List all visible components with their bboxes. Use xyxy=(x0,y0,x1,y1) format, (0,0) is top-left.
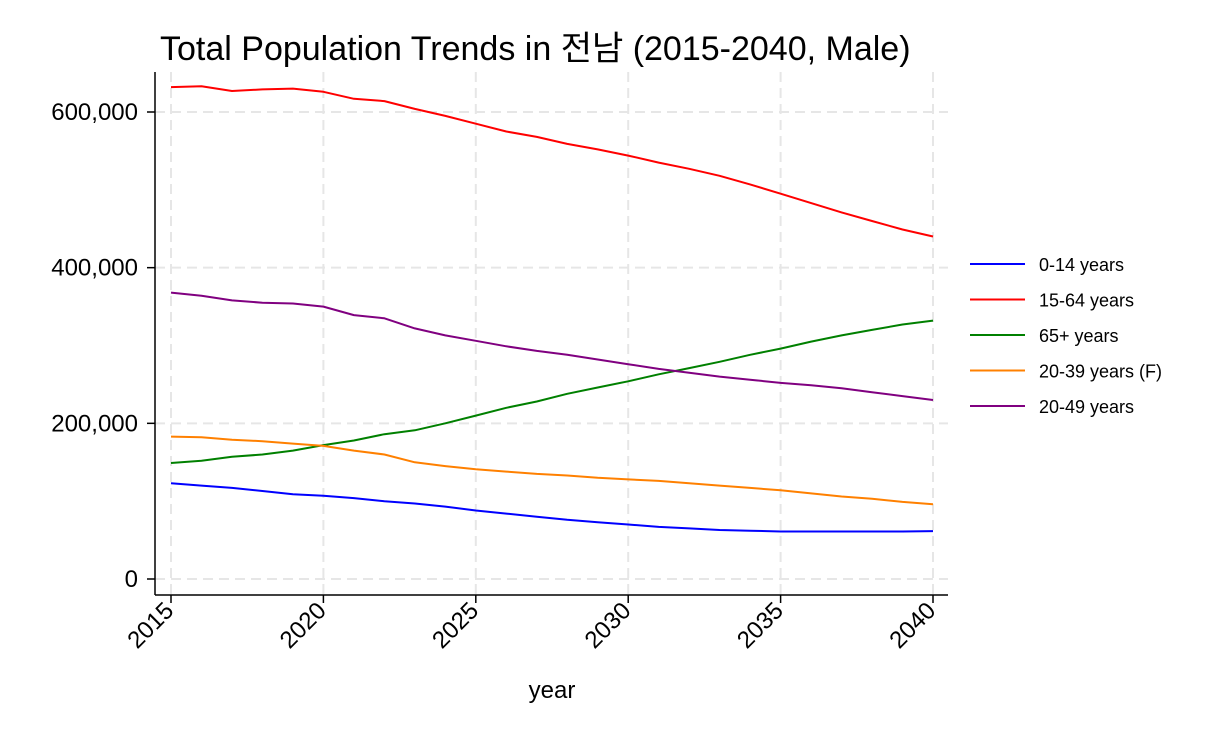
axes xyxy=(154,72,948,596)
chart-title: Total Population Trends in 전남 (2015-2040… xyxy=(160,30,911,68)
x-tick-label: 2020 xyxy=(275,597,332,654)
legend-label: 65+ years xyxy=(1039,326,1119,346)
series xyxy=(170,85,934,533)
x-tick-label: 2015 xyxy=(122,597,179,654)
legend: 0-14 years 15-64 years 65+ years 20-39 year… xyxy=(970,255,1162,417)
legend-label: 20-39 years (F) xyxy=(1039,362,1162,382)
legend-label: 20-49 years xyxy=(1039,397,1134,417)
series-line-0-14-years xyxy=(170,482,934,533)
x-tick-label: 2030 xyxy=(580,597,637,654)
series-line-65-years xyxy=(170,319,934,464)
y-tick-label: 200,000 xyxy=(51,410,138,437)
x-tick-label: 2025 xyxy=(427,597,484,654)
y-tick-label: 600,000 xyxy=(51,99,138,126)
series-line-15-64-years xyxy=(170,85,934,238)
y-tick-label: 400,000 xyxy=(51,255,138,282)
x-tick-label: 2035 xyxy=(732,597,789,654)
legend-label: 15-64 years xyxy=(1039,291,1134,311)
series-line-20-49-years xyxy=(170,291,934,401)
x-tick-label: 2040 xyxy=(884,597,941,654)
grid xyxy=(155,72,948,595)
ticks: 0 200,000 400,000 600,000 2015 2020 2025 2030 20… xyxy=(51,99,941,654)
legend-label: 0-14 years xyxy=(1039,255,1124,275)
y-tick-label: 0 xyxy=(125,566,138,593)
series-line-20-39-years-f xyxy=(170,435,934,506)
x-axis-label: year xyxy=(529,677,576,704)
